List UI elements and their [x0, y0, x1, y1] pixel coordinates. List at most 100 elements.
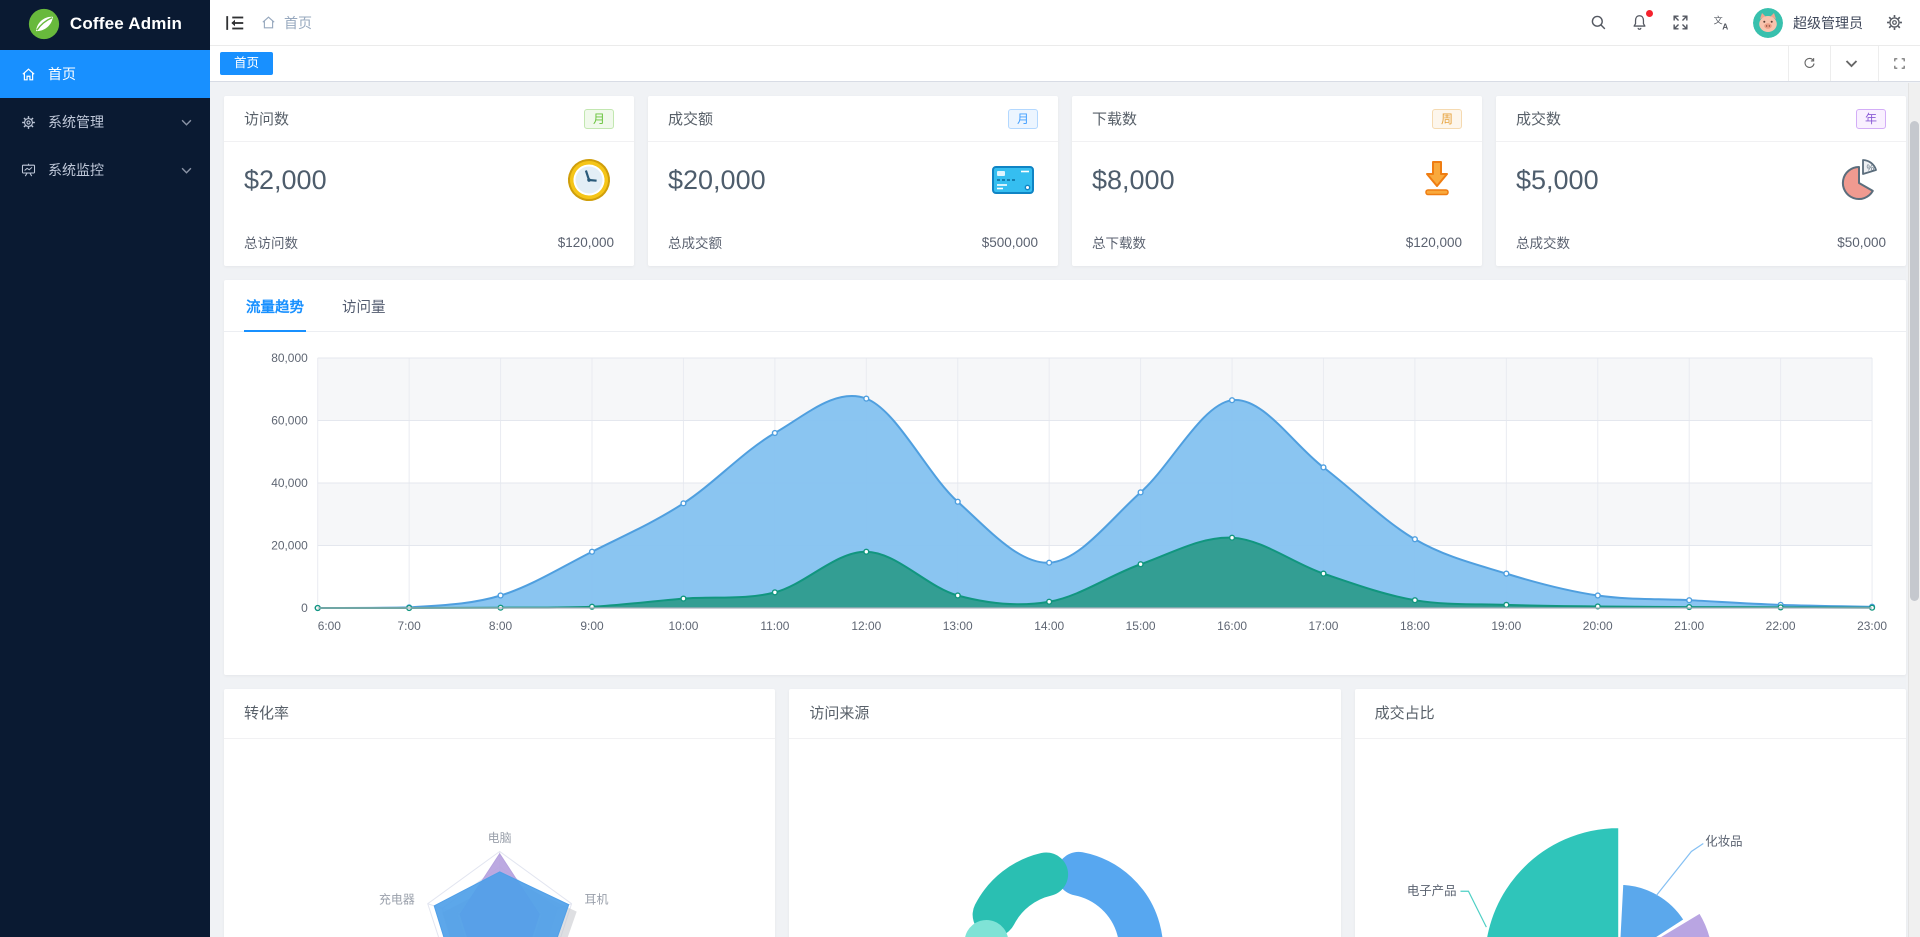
svg-text:%: % [1867, 163, 1875, 173]
stat-card-downloads: 下载数 周 $8,000 总下载数 $120,000 [1072, 96, 1482, 266]
stat-value: $5,000 [1516, 164, 1599, 195]
breadcrumb[interactable]: 首页 [260, 13, 312, 33]
period-badge: 年 [1855, 108, 1886, 129]
stat-card-body: $5,000 % [1496, 142, 1906, 218]
visit-source-card: 访问来源 [789, 689, 1341, 937]
tab-home[interactable]: 首页 [220, 52, 274, 75]
translate-icon[interactable]: 文 A [1712, 13, 1731, 32]
stat-card-body: $8,000 [1072, 142, 1482, 218]
main-area: 首页 [210, 0, 1920, 937]
svg-text:耳机: 耳机 [585, 892, 609, 906]
sidebar-item-system-monitor[interactable]: 系统监控 [0, 146, 210, 194]
visit-source-donut-chart [965, 851, 1163, 937]
area-chart-wrap: 0 20,000 40,000 60,000 80,000 6:00 7:00 8:00 9:0… [224, 332, 1906, 647]
notification-dot-badge [1646, 10, 1653, 17]
navbar-left: 首页 [224, 12, 312, 34]
breadcrumb-home-label: 首页 [284, 14, 312, 31]
stat-value: $2,000 [244, 164, 327, 195]
gear-icon [22, 115, 35, 129]
svg-text:8:00: 8:00 [489, 619, 513, 633]
sidebar-item-system-management[interactable]: 系统管理 [0, 98, 210, 146]
piglet-avatar-image [1753, 7, 1783, 38]
stat-value: $8,000 [1092, 164, 1175, 195]
username-label[interactable]: 超级管理员 [1793, 14, 1863, 31]
stat-footer-label: 总下载数 [1092, 236, 1146, 251]
period-badge: 月 [583, 108, 614, 129]
svg-text:10:00: 10:00 [668, 619, 698, 633]
stat-card-visits: 访问数 月 $2,000 [224, 96, 634, 266]
search-icon[interactable] [1589, 13, 1608, 32]
app-title: Coffee Admin [69, 14, 183, 33]
stat-card-title: 下载数 [1092, 111, 1138, 128]
svg-text:15:00: 15:00 [1126, 619, 1156, 633]
stat-card-title: 成交数 [1516, 111, 1562, 128]
svg-text:19:00: 19:00 [1491, 619, 1521, 633]
vertical-scrollbar[interactable] [1908, 83, 1920, 937]
svg-text:20:00: 20:00 [1583, 619, 1613, 633]
home-icon [262, 16, 275, 29]
stat-value: $20,000 [668, 164, 766, 195]
period-badge: 月 [1007, 108, 1038, 129]
svg-text:充电器: 充电器 [379, 891, 415, 906]
svg-text:23:00: 23:00 [1857, 619, 1887, 633]
stat-card-body: $2,000 [224, 142, 634, 218]
sidebar-menu: 首页 系统管理 [0, 50, 210, 194]
settings-gear-icon[interactable] [1885, 13, 1904, 32]
svg-text:20,000: 20,000 [271, 538, 308, 552]
pie-percent-icon: % [1841, 159, 1877, 200]
navbar-right: 文 A [1589, 7, 1904, 38]
tab-controls [1788, 46, 1920, 81]
fullscreen-icon[interactable] [1671, 13, 1690, 32]
clock-icon [568, 159, 610, 201]
stat-card-title: 访问数 [244, 111, 290, 128]
refresh-icon[interactable] [1788, 46, 1830, 81]
stat-footer-value: $500,000 [981, 234, 1038, 250]
stat-card-footer: 总成交数 $50,000 [1496, 218, 1906, 266]
svg-text:化妆品: 化妆品 [1705, 834, 1742, 848]
maximize-icon[interactable] [1878, 46, 1920, 81]
svg-text:A: A [1722, 22, 1728, 32]
stat-card-header: 下载数 周 [1072, 96, 1482, 142]
top-navbar: 首页 [210, 0, 1920, 46]
stat-card-footer: 总成交额 $500,000 [648, 218, 1058, 266]
stat-card-header: 成交额 月 [648, 96, 1058, 142]
svg-text:16:00: 16:00 [1217, 619, 1247, 633]
notification-bell-icon[interactable] [1630, 10, 1653, 32]
stat-card-header: 访问数 月 [224, 96, 634, 142]
traffic-area-chart: 0 20,000 40,000 60,000 80,000 6:00 7:00 8:00 9:0… [271, 351, 1887, 633]
app-logo: Coffee Admin [0, 0, 210, 48]
svg-text:80,000: 80,000 [271, 351, 308, 365]
stat-card-footer: 总访问数 $120,000 [224, 218, 634, 266]
stat-footer-value: $50,000 [1837, 234, 1886, 250]
card-title: 转化率 [224, 689, 776, 739]
trend-tabs: 流量趋势 访问量 [224, 280, 1906, 332]
card-title: 成交占比 [1354, 689, 1906, 739]
svg-text:60,000: 60,000 [271, 413, 308, 427]
svg-text:12:00: 12:00 [851, 619, 881, 633]
page-content: 访问数 月 $2,000 [210, 82, 1920, 937]
sidebar-item-home[interactable]: 首页 [0, 50, 210, 98]
traffic-trend-card: 流量趋势 访问量 0 20,000 40,000 60,000 80,000 6:00 7:… [224, 280, 1906, 675]
sidebar: Coffee Admin 首页 [0, 0, 210, 937]
stat-card-body: $20,000 [648, 142, 1058, 218]
chevron-down-icon[interactable] [1830, 46, 1872, 81]
stat-card-title: 成交额 [668, 111, 714, 128]
svg-text:17:00: 17:00 [1309, 619, 1339, 633]
tags-view-bar: 首页 [210, 46, 1920, 82]
sidebar-item-label: 首页 [48, 66, 76, 82]
stat-footer-label: 总成交额 [668, 236, 722, 251]
svg-text:14:00: 14:00 [1034, 619, 1064, 633]
coffee-admin-leaf-logo-icon [28, 8, 59, 40]
sidebar-toggle-icon[interactable] [224, 12, 246, 34]
svg-text:0: 0 [301, 601, 308, 615]
user-avatar[interactable] [1753, 7, 1783, 38]
svg-text:11:00: 11:00 [760, 619, 789, 633]
tab-visit-volume[interactable]: 访问量 [342, 300, 386, 316]
bank-card-icon [992, 166, 1034, 194]
deal-share-card: 成交占比 化妆品 电子产品 [1354, 689, 1906, 937]
download-icon [1425, 161, 1449, 196]
scrollbar-thumb[interactable] [1910, 121, 1919, 601]
tab-traffic-trend[interactable]: 流量趋势 [244, 296, 306, 332]
home-icon [22, 67, 35, 80]
